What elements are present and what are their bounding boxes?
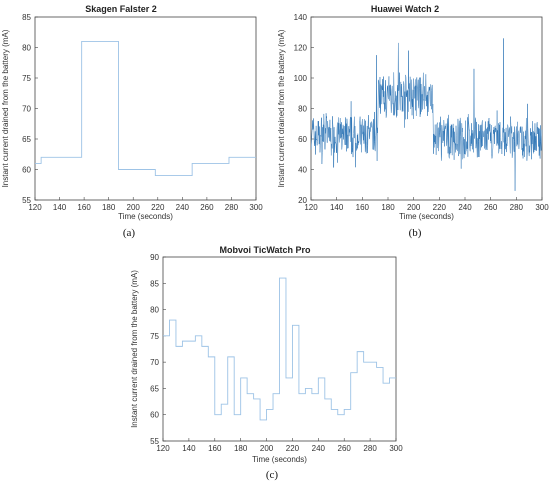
y-tick-label: 120	[294, 44, 308, 53]
y-tick-label: 75	[22, 74, 31, 83]
x-tick-label: 220	[286, 444, 300, 453]
x-tick-label: 200	[260, 444, 274, 453]
y-tick-label: 65	[22, 135, 31, 144]
y-tick-label: 60	[298, 135, 307, 144]
y-tick-label: 70	[22, 105, 31, 114]
series-line	[35, 40, 256, 177]
x-tick-label: 140	[330, 203, 344, 212]
y-tick-label: 20	[298, 196, 307, 205]
x-tick-label: 180	[234, 444, 248, 453]
x-tick-label: 240	[312, 444, 326, 453]
x-tick-label: 280	[510, 203, 524, 212]
x-tick-label: 220	[151, 203, 165, 212]
y-tick-label: 70	[150, 358, 159, 367]
x-tick-label: 140	[182, 444, 196, 453]
y-tick-label: 60	[150, 411, 159, 420]
y-tick-label: 55	[150, 437, 159, 446]
panel-label: (a)	[123, 227, 136, 239]
panel-huawei-watch-2: Huawei Watch 2 Time (seconds) Instant cu…	[277, 4, 549, 239]
x-tick-label: 280	[363, 444, 377, 453]
panel-title: Skagen Falster 2	[85, 4, 157, 14]
y-tick-label: 60	[22, 166, 31, 175]
x-tick-label: 140	[53, 203, 67, 212]
x-axis-label: Time (seconds)	[118, 212, 173, 221]
x-tick-label: 120	[156, 444, 170, 453]
y-tick-label: 85	[22, 13, 31, 22]
plot-area	[310, 16, 543, 201]
x-tick-label: 180	[381, 203, 395, 212]
y-tick-label: 140	[294, 13, 308, 22]
x-tick-label: 300	[535, 203, 549, 212]
y-axis-label: Instant current drained from the battery…	[1, 29, 10, 187]
panel-skagen-falster-2: Skagen Falster 2 Time (seconds) Instant …	[1, 4, 263, 239]
panel-title: Mobvoi TicWatch Pro	[219, 245, 311, 255]
y-tick-label: 40	[298, 166, 307, 175]
x-tick-label: 120	[304, 203, 318, 212]
x-tick-label: 200	[407, 203, 421, 212]
x-tick-label: 160	[77, 203, 91, 212]
x-tick-label: 240	[176, 203, 190, 212]
x-tick-label: 260	[200, 203, 214, 212]
series-line	[310, 38, 543, 191]
y-tick-label: 80	[150, 306, 159, 315]
x-tick-label: 160	[356, 203, 370, 212]
x-tick-label: 260	[338, 444, 352, 453]
x-tick-label: 180	[102, 203, 116, 212]
y-tick-label: 65	[150, 384, 159, 393]
panel-mobvoi-ticwatch-pro: Mobvoi TicWatch Pro Time (seconds) Insta…	[130, 245, 403, 481]
y-axis-label: Instant current drained from the battery…	[130, 270, 139, 428]
x-axis-label: Time (seconds)	[252, 455, 307, 464]
x-tick-label: 120	[28, 203, 42, 212]
y-tick-label: 75	[150, 332, 159, 341]
plot-area	[34, 16, 257, 201]
y-tick-label: 100	[294, 74, 308, 83]
x-tick-label: 240	[458, 203, 472, 212]
x-axis-label: Time (seconds)	[399, 212, 454, 221]
y-tick-label: 85	[150, 279, 159, 288]
y-tick-label: 55	[22, 196, 31, 205]
y-axis-label: Instant current drained from the battery…	[277, 29, 286, 187]
panel-label: (b)	[409, 227, 422, 239]
y-tick-label: 80	[298, 105, 307, 114]
y-tick-label: 90	[150, 253, 159, 262]
panel-label: (c)	[266, 469, 279, 481]
panel-title: Huawei Watch 2	[371, 4, 439, 14]
series-line	[163, 277, 396, 421]
x-tick-label: 220	[433, 203, 447, 212]
x-tick-label: 200	[127, 203, 141, 212]
x-tick-label: 300	[249, 203, 263, 212]
y-tick-label: 80	[22, 44, 31, 53]
x-tick-label: 260	[484, 203, 498, 212]
x-tick-label: 160	[208, 444, 222, 453]
x-tick-label: 280	[225, 203, 239, 212]
x-tick-label: 300	[389, 444, 403, 453]
